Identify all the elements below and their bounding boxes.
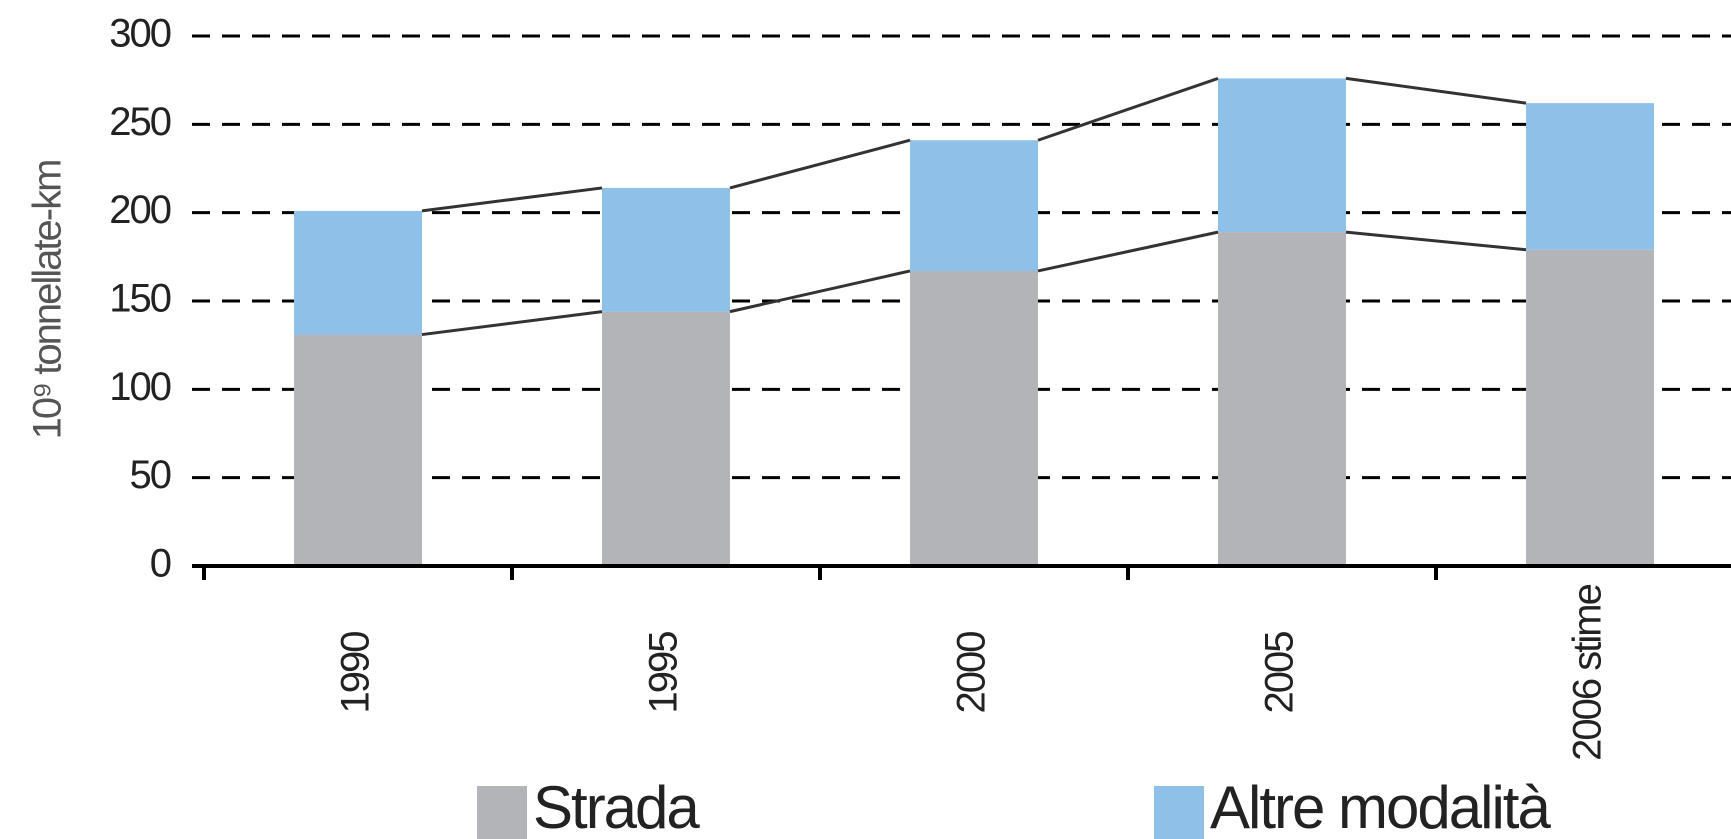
y-tick-label: 250 (109, 100, 170, 144)
legend-swatch (1154, 786, 1204, 839)
x-tick-label: 2005 (1258, 632, 1302, 714)
legend-swatch (477, 786, 527, 839)
connector-line (1345, 76, 1527, 105)
bar-segment (1526, 249, 1654, 566)
y-axis-label: 10⁹ tonnellate-km (26, 161, 70, 440)
x-tick-label: 1995 (642, 632, 686, 714)
bar-segment (294, 334, 422, 566)
connector-line (729, 269, 911, 314)
bar-segment (1218, 78, 1346, 233)
bar-segment (910, 270, 1038, 566)
connector-line (1345, 230, 1527, 252)
x-tick-label: 2006 stime (1566, 584, 1610, 760)
bar-segment (602, 311, 730, 566)
connector-line (1037, 230, 1219, 273)
connector-line (1037, 76, 1219, 142)
y-tick-label: 100 (109, 365, 170, 409)
legend-label: Strada (533, 774, 700, 839)
y-tick-label: 0 (150, 542, 171, 586)
y-tick-label: 200 (109, 188, 170, 232)
legend-label: Altre modalità (1210, 774, 1551, 839)
bar-segment (294, 210, 422, 335)
y-tick-label: 300 (109, 12, 170, 56)
x-tick-label: 1990 (334, 632, 378, 714)
connector-line (421, 186, 603, 213)
bar-segment (1218, 232, 1346, 566)
x-tick-label: 2000 (950, 632, 994, 714)
bar-segment (602, 187, 730, 312)
bar-segment (1526, 103, 1654, 250)
y-tick-label: 50 (130, 453, 171, 497)
connector-line (421, 310, 603, 337)
connector-line (729, 138, 911, 190)
bar-segment (910, 140, 1038, 271)
y-tick-label: 150 (109, 277, 170, 321)
